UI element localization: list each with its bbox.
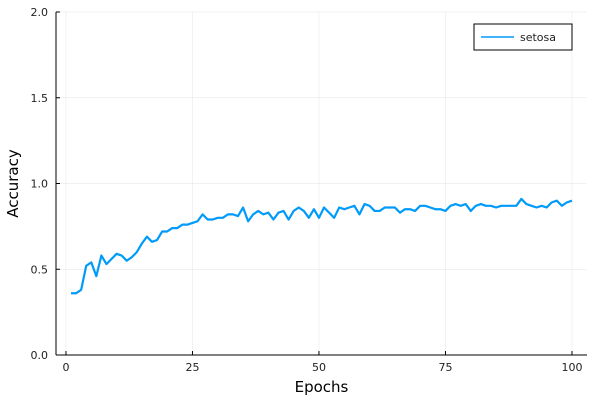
x-tick-label-1: 25 (185, 361, 199, 374)
grid (56, 11, 587, 356)
y-tick-label-3: 1.5 (31, 92, 49, 105)
y-axis-label: Accuracy (4, 149, 22, 218)
legend-label-setosa: setosa (520, 31, 556, 44)
series-layer (71, 197, 573, 295)
x-tick-label-3: 75 (438, 361, 452, 374)
x-tick-label-2: 50 (312, 361, 326, 374)
series-line-setosa (71, 197, 573, 295)
y-tick-label-2: 1.0 (31, 178, 49, 191)
x-tick-label-4: 100 (561, 361, 582, 374)
legend: setosa (473, 23, 573, 51)
x-tick-label-0: 0 (62, 361, 69, 374)
ticks: 0 25 50 75 100 0.0 0.5 1.0 1.5 2.0 (31, 6, 583, 374)
y-tick-label-0: 0.0 (31, 349, 49, 362)
y-tick-label-1: 0.5 (31, 263, 49, 276)
x-axis-label: Epochs (295, 378, 349, 396)
y-tick-label-4: 2.0 (31, 6, 49, 19)
